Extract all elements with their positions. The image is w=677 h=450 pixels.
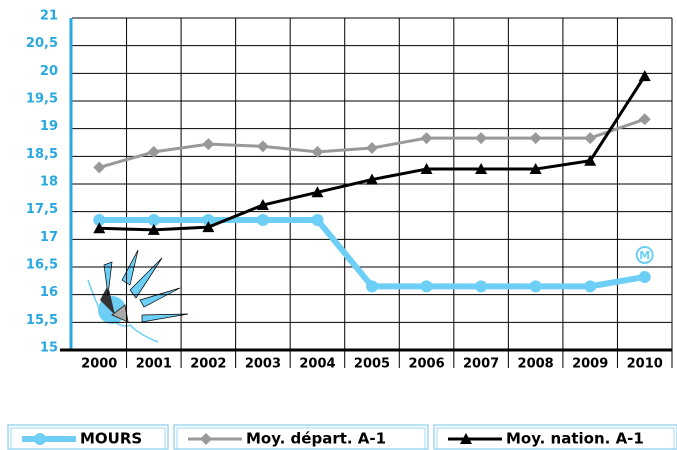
y-tick-label: 21 <box>40 9 58 24</box>
point <box>584 154 597 166</box>
point <box>93 161 106 174</box>
point <box>420 163 433 175</box>
y-tick-label: 20 <box>40 64 58 79</box>
point <box>529 280 542 293</box>
point <box>311 186 324 198</box>
annotation-ring <box>635 245 654 264</box>
y-tick-label: 16,5 <box>26 258 58 273</box>
x-tick-label: 2000 <box>81 357 117 372</box>
x-tick-label: 2003 <box>245 357 281 372</box>
point <box>147 213 160 226</box>
legend-label: Moy. nation. A-1 <box>506 430 644 448</box>
y-tick-label: 15,5 <box>26 313 58 328</box>
point <box>366 173 378 185</box>
point <box>200 433 212 445</box>
legend-label: Moy. départ. A-1 <box>246 430 386 448</box>
point <box>93 213 106 226</box>
y-tick-label: 18 <box>40 175 58 190</box>
point <box>475 163 488 175</box>
point <box>311 145 324 158</box>
x-tick-label: 2001 <box>136 357 172 372</box>
point <box>147 145 160 158</box>
annotation: M <box>639 249 650 262</box>
point <box>475 280 488 293</box>
point <box>584 132 597 145</box>
y-tick-label: 19,5 <box>26 92 58 107</box>
point <box>34 433 46 445</box>
point <box>638 113 651 126</box>
point <box>584 280 597 293</box>
legend-label: MOURS <box>80 430 142 448</box>
legend-box-inner <box>10 427 166 450</box>
point <box>256 213 269 226</box>
legend-item: Moy. départ. A-1 <box>173 424 429 450</box>
point <box>529 163 542 175</box>
x-tick-label: 2007 <box>463 357 499 372</box>
legend-item: MOURS <box>7 424 169 450</box>
point <box>475 132 488 145</box>
y-tick-label: 17 <box>40 230 58 245</box>
legend-box <box>433 424 677 450</box>
y-tick-label: 16 <box>40 285 58 300</box>
point <box>420 280 433 293</box>
logo <box>87 249 189 343</box>
point <box>202 138 215 151</box>
point <box>529 132 542 145</box>
point <box>256 140 269 153</box>
y-tick-label: 18,5 <box>26 147 58 162</box>
point <box>420 132 433 145</box>
point <box>366 280 378 293</box>
point <box>147 223 160 235</box>
x-tick-label: 2005 <box>354 357 390 372</box>
x-tick-label: 2008 <box>518 357 554 372</box>
y-tick-label: 20,5 <box>26 36 58 51</box>
legend-box-inner <box>176 427 426 450</box>
x-tick-label: 2002 <box>190 357 226 372</box>
point <box>311 213 324 226</box>
point <box>202 221 215 233</box>
x-tick-label: 2010 <box>627 357 663 372</box>
point <box>256 199 269 211</box>
point <box>638 70 651 82</box>
point <box>638 270 651 283</box>
legend-item: Moy. nation. A-1 <box>433 424 677 450</box>
y-tick-label: 15 <box>40 341 58 356</box>
x-tick-label: 2006 <box>408 357 444 372</box>
point <box>93 222 106 234</box>
point <box>366 142 378 155</box>
y-tick-label: 17,5 <box>26 202 58 217</box>
point <box>460 433 472 444</box>
x-tick-label: 2009 <box>572 357 608 372</box>
legend-box-inner <box>436 427 675 450</box>
x-tick-label: 2004 <box>299 357 335 372</box>
point <box>202 213 215 226</box>
y-tick-label: 19 <box>40 119 58 134</box>
legend-box <box>173 424 429 450</box>
